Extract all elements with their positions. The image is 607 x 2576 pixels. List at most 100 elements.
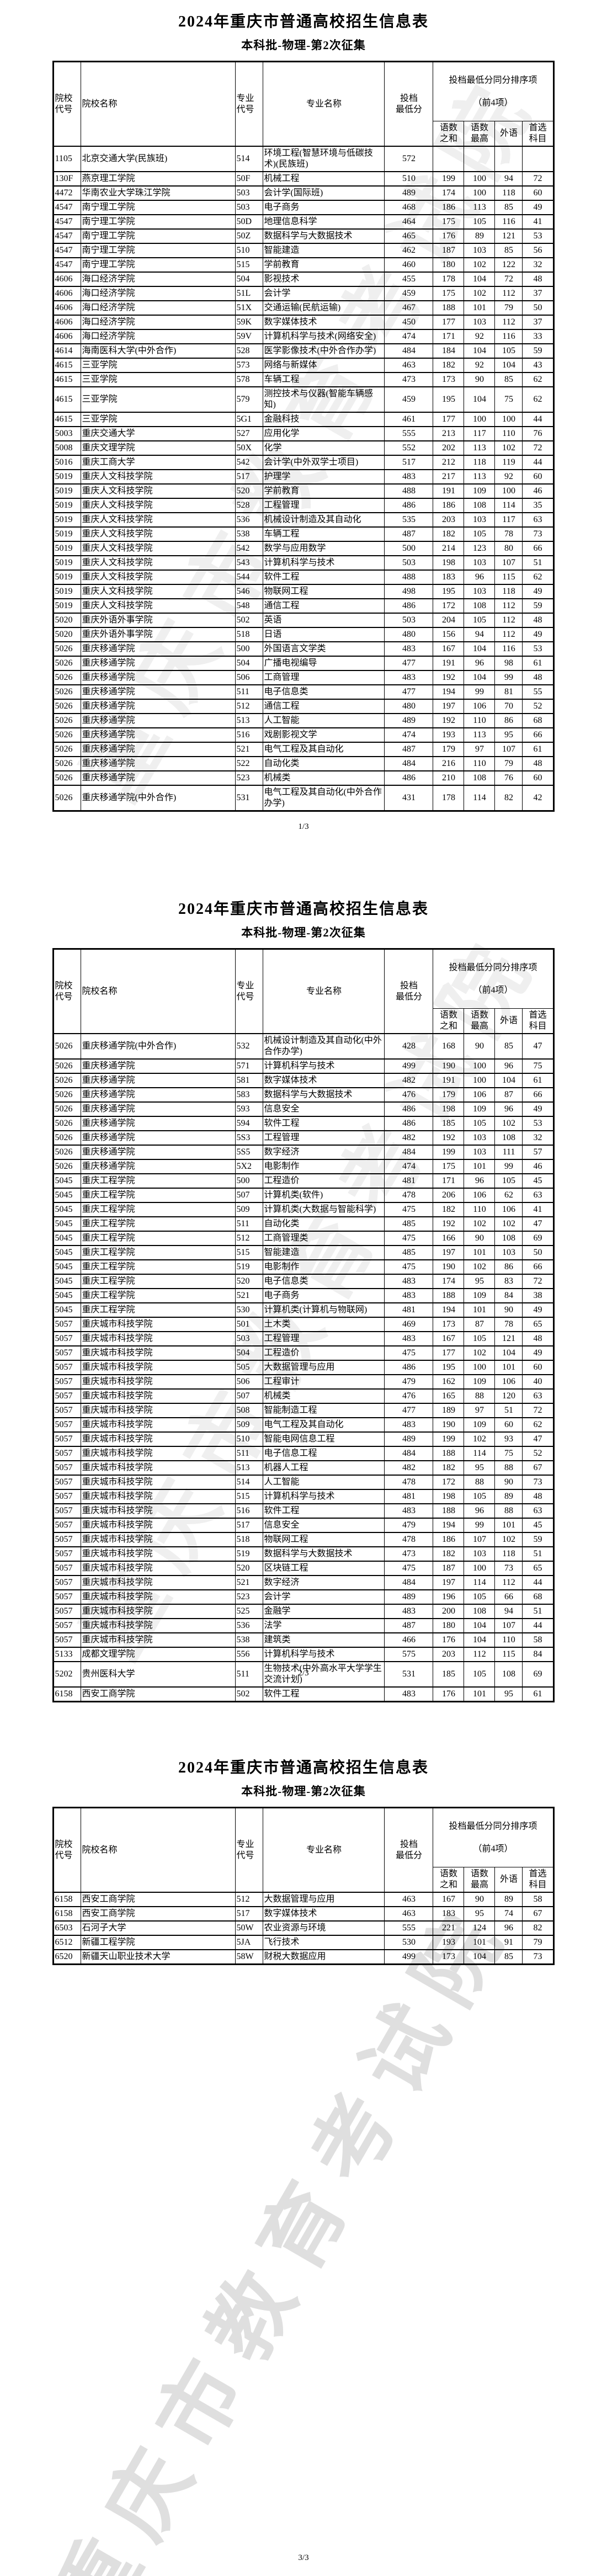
cell: 信息安全 xyxy=(263,1101,385,1117)
cell: 177 xyxy=(433,412,465,427)
cell: 106 xyxy=(464,1188,496,1203)
cell: 海口经济学院 xyxy=(81,286,236,301)
cell: 165 xyxy=(433,1388,465,1404)
page-number: 1/3 xyxy=(298,822,309,831)
cell: 101 xyxy=(464,1245,496,1260)
cell: 成都文理学院 xyxy=(81,1647,236,1662)
cell: 99 xyxy=(494,1159,523,1174)
cell: 115 xyxy=(494,1647,523,1662)
cell: 智能制造工程 xyxy=(263,1403,385,1418)
cell: 510 xyxy=(235,243,264,258)
cell: 79 xyxy=(494,756,523,771)
cell: 48 xyxy=(522,272,554,287)
cell: 481 xyxy=(384,1173,434,1189)
cell: 重庆移通学院 xyxy=(81,1145,236,1160)
cell: 96 xyxy=(464,656,496,671)
cell: 数学与应用数学 xyxy=(263,541,385,556)
table-row: 1105 北京交通大学(民族班) 514 环境工程(智慧环境与低碳技术)(民族班) 57… xyxy=(53,146,554,172)
cell: 488 xyxy=(384,570,434,585)
cell: 186 xyxy=(433,498,465,513)
cell: 101 xyxy=(464,1686,496,1702)
cell: 重庆移通学院 xyxy=(81,656,236,671)
cell: 118 xyxy=(494,185,523,201)
cell: 5026 xyxy=(53,1101,82,1117)
cell: 戏剧影视文学 xyxy=(263,727,385,743)
cell: 重庆工程学院 xyxy=(81,1288,236,1303)
cell: 66 xyxy=(522,1087,554,1103)
cell: 5026 xyxy=(53,770,82,786)
cell: 5026 xyxy=(53,1058,82,1074)
cell: 179 xyxy=(433,742,465,757)
cell: 5045 xyxy=(53,1216,82,1232)
cell: 英语 xyxy=(263,613,385,628)
cell: 517 xyxy=(235,1906,264,1922)
cell: 燕京理工学院 xyxy=(81,171,236,187)
cell: 南宁理工学院 xyxy=(81,214,236,230)
cell: 5026 xyxy=(53,699,82,714)
table-row: 5057 重庆城市科技学院 518 物联网工程 478 186 107 102 59 xyxy=(53,1532,554,1547)
cell: 98 xyxy=(494,656,523,671)
table-body: 6158 西安工商学院 512 大数据管理与应用 463 167 90 89 58 6158 西安工… xyxy=(53,1892,554,1965)
cell: 105 xyxy=(464,1589,496,1605)
table-row: 5045 重庆工程学院 509 计算机类(大数据与智能科学) 475 182 110 106 4… xyxy=(53,1202,554,1217)
cell: 4547 xyxy=(53,228,82,244)
cell: 500 xyxy=(235,641,264,657)
table-row: 5026 重庆移通学院 5X2 电影制作 474 175 101 99 46 xyxy=(53,1159,554,1174)
cell: 重庆人文科技学院 xyxy=(81,598,236,614)
cell: 41 xyxy=(522,214,554,230)
cell: 192 xyxy=(433,1130,465,1146)
cell: 188 xyxy=(433,300,465,316)
cell: 509 xyxy=(235,1202,264,1217)
cell: 西安工商学院 xyxy=(81,1906,236,1922)
cell: 重庆移通学院 xyxy=(81,684,236,700)
cell: 105 xyxy=(464,1331,496,1346)
cell: 531 xyxy=(384,1661,434,1688)
cell: 61 xyxy=(522,656,554,671)
cell: 103 xyxy=(464,584,496,599)
cell: 188 xyxy=(433,1503,465,1519)
cell: 101 xyxy=(464,1159,496,1174)
cell: 工商管理类 xyxy=(263,1231,385,1246)
cell: 重庆城市科技学院 xyxy=(81,1431,236,1447)
table-row: 5045 重庆工程学院 511 自动化类 485 192 102 102 47 xyxy=(53,1216,554,1232)
cell: 86 xyxy=(494,1259,523,1275)
cell: 农业资源与环境 xyxy=(263,1920,385,1936)
cell: 人工智能 xyxy=(263,713,385,728)
cell: 182 xyxy=(433,358,465,373)
cell: 重庆移通学院 xyxy=(81,770,236,786)
cell: 475 xyxy=(384,1345,434,1361)
cell: 531 xyxy=(235,785,264,811)
cell: 475 xyxy=(384,1561,434,1576)
cell: 103 xyxy=(494,1245,523,1260)
cell: 195 xyxy=(433,584,465,599)
page-2: 重庆市教育考试院 2024年重庆市普通高校招生信息表 本科批-物理-第2次征集 … xyxy=(0,859,607,1717)
cell: 电影制作 xyxy=(263,1259,385,1275)
cell: 5045 xyxy=(53,1231,82,1246)
cell: 191 xyxy=(433,483,465,499)
cell: 5019 xyxy=(53,469,82,485)
cell: 78 xyxy=(494,1317,523,1332)
cell: 73 xyxy=(522,1949,554,1965)
cell: 83 xyxy=(494,1274,523,1289)
cell: 74 xyxy=(494,1906,523,1922)
cell: 484 xyxy=(384,1446,434,1461)
cell: 102 xyxy=(464,1431,496,1447)
cell: 477 xyxy=(384,1403,434,1418)
cell: 166 xyxy=(433,1231,465,1246)
cell xyxy=(433,146,465,172)
cell: 468 xyxy=(384,200,434,215)
cell: 会计学 xyxy=(263,1589,385,1605)
cell: 506 xyxy=(235,1374,264,1390)
table-row: 5202 贵州医科大学 511 生物技术(中外高水平大学学生交流计划) 531 185 10… xyxy=(53,1661,554,1688)
cell: 101 xyxy=(494,1518,523,1533)
cell: 5019 xyxy=(53,598,82,614)
column-header-foreign-lang: 外语 xyxy=(494,1008,523,1034)
cell: 117 xyxy=(494,512,523,528)
cell: 三亚学院 xyxy=(81,372,236,387)
cell: 60 xyxy=(522,469,554,485)
cell: 56 xyxy=(522,243,554,258)
cell: 73 xyxy=(522,526,554,542)
table-row: 5057 重庆城市科技学院 507 机械类 476 165 88 120 63 xyxy=(53,1388,554,1404)
cell: 4606 xyxy=(53,329,82,344)
cell: 483 xyxy=(384,670,434,685)
